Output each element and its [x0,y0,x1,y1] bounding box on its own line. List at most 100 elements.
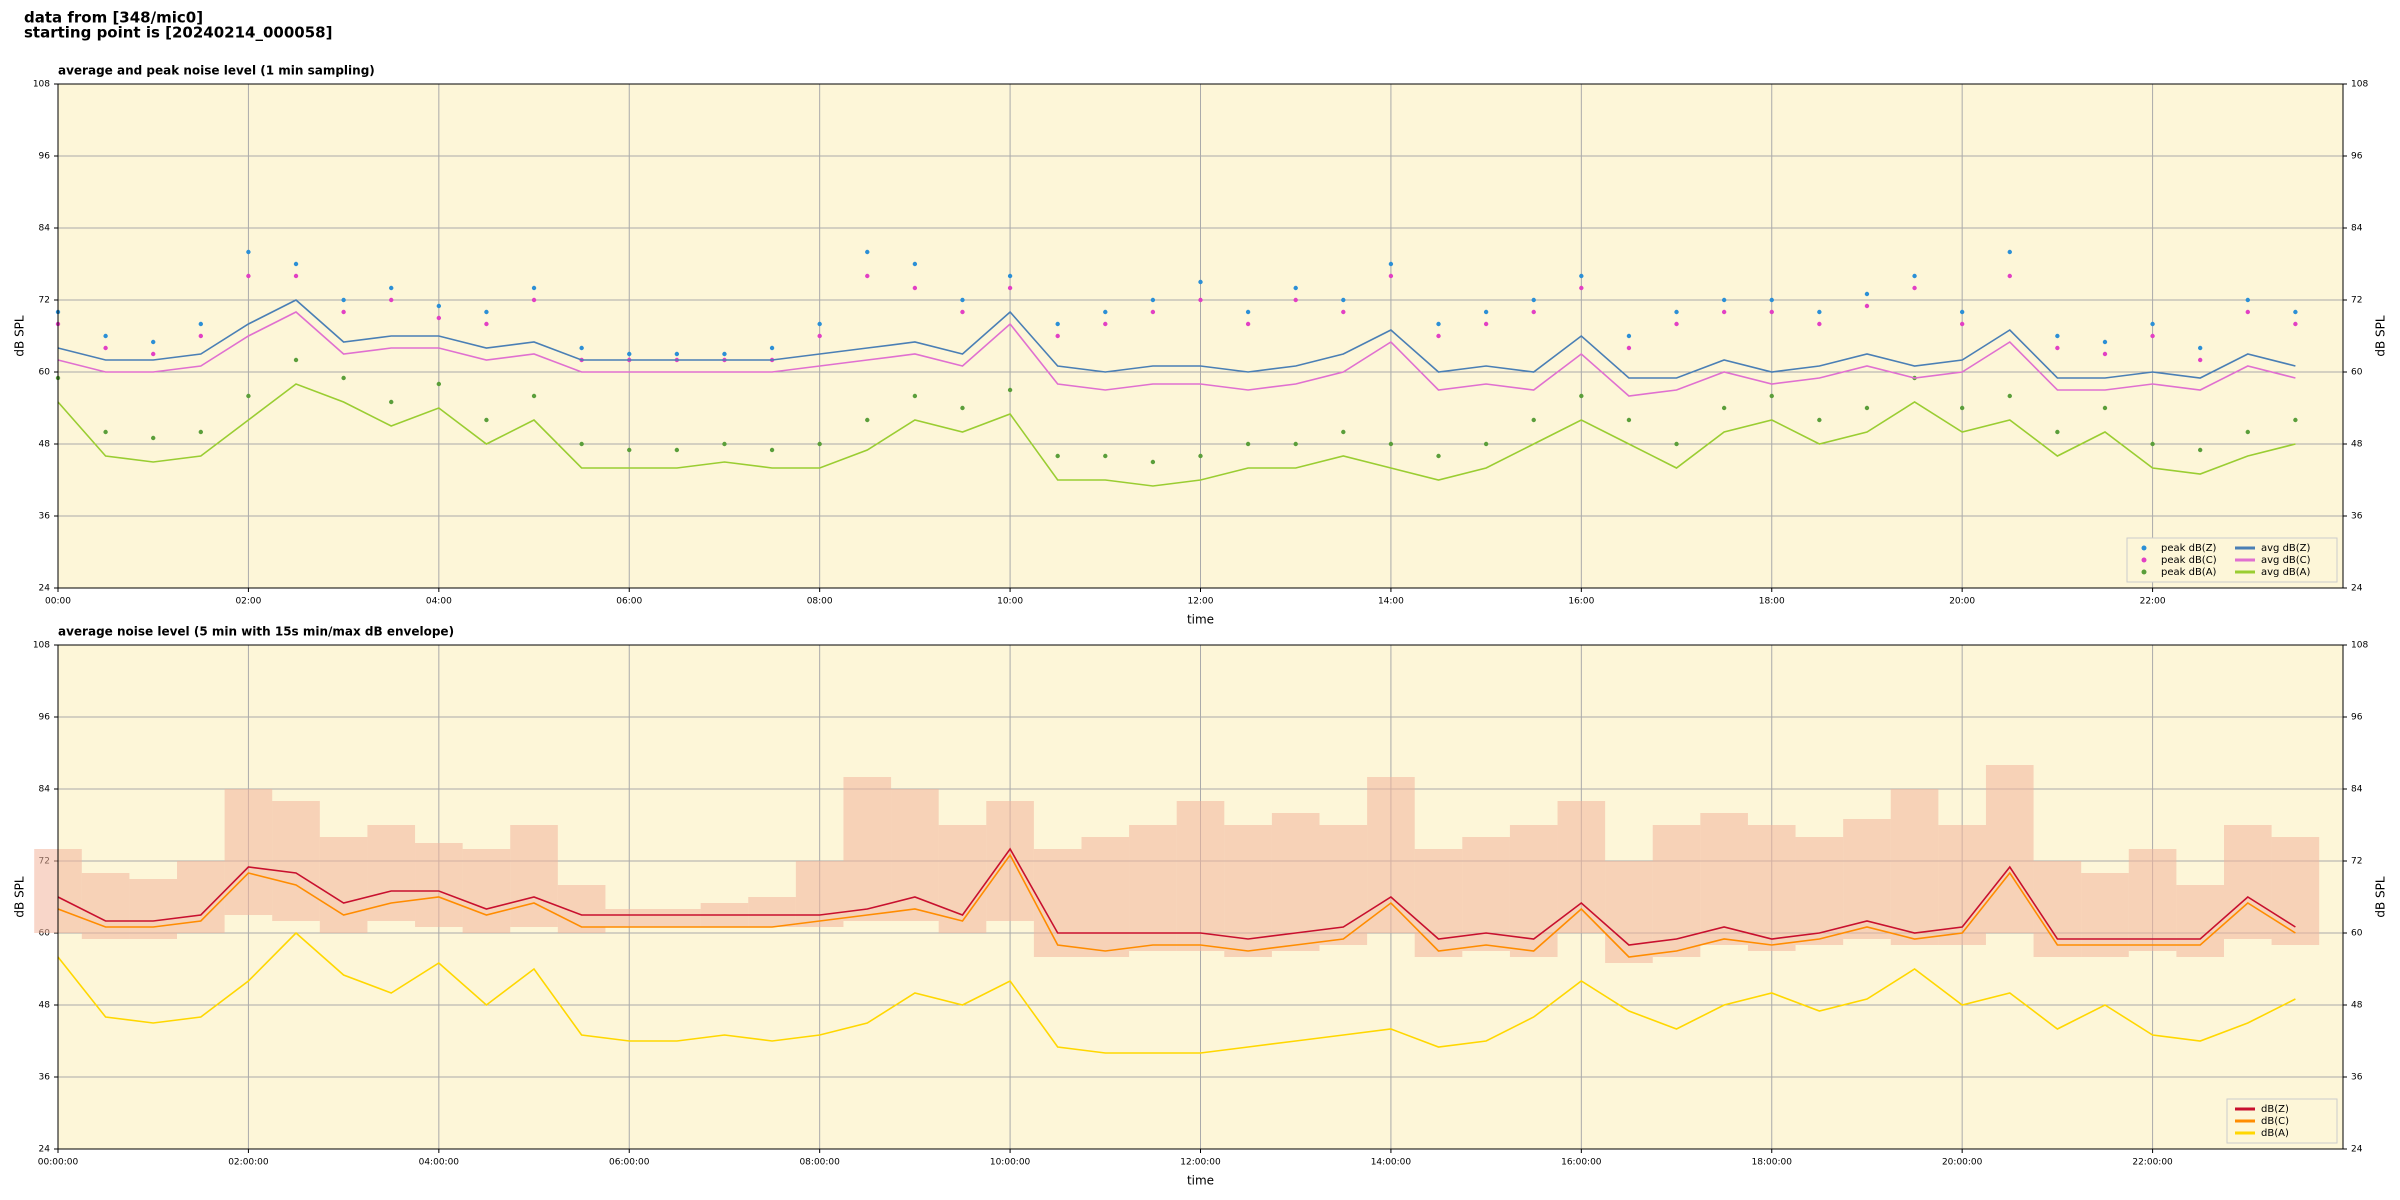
legend-label: avg dB(C) [2261,555,2311,566]
x-axis-label: time [1187,613,1214,627]
peak-point [2245,297,2250,303]
envelope-band [1176,801,1225,951]
plot-frame [57,644,2344,1150]
y-tick-label: 36 [39,1073,51,1083]
peak-point [389,297,394,303]
peak-point [1007,273,1013,279]
y-axis-label: dB SPL [13,315,27,357]
envelope-band [1985,765,2034,933]
envelope-band [129,879,178,939]
peak-point [531,393,537,399]
peak-point [246,249,251,255]
y-tick-label: 60 [39,368,51,378]
peak-point [1103,453,1108,459]
x-tick-label: 12:00 [1188,597,1214,607]
peak-point [817,441,822,447]
peak-point [198,321,204,327]
x-tick-label: 12:00:00 [1180,1158,1221,1168]
y-tick-label: 72 [2351,296,2362,306]
envelope-band [1129,825,1177,951]
peak-point [2197,345,2203,351]
legend-label: peak dB(A) [2161,567,2217,578]
peak-point [1245,441,1251,447]
peak-point [103,345,108,351]
envelope-band [1652,825,1701,957]
peak-point [1721,309,1727,315]
y-tick-label: 24 [2351,1145,2363,1155]
envelope-band [1747,825,1796,951]
peak-point [2150,441,2155,447]
peak-point [1293,297,1298,303]
envelope-band [367,825,416,921]
peak-point [769,447,775,453]
peak-point [1007,387,1013,393]
y-tick-label: 48 [2351,440,2363,450]
peak-point [674,351,680,357]
envelope-band [748,897,796,927]
peak-point [1483,309,1489,315]
peak-point [1293,285,1298,291]
envelope-band [2081,873,2129,957]
peak-point [627,447,632,453]
envelope-band [605,909,654,927]
peak-point [1959,321,1965,327]
peak-point [2102,405,2108,411]
envelope-band [1271,813,1320,951]
peak-point [484,417,489,423]
series-line [57,311,2296,397]
y-tick-label: 24 [39,584,51,594]
peak-point [2150,333,2155,339]
peak-point [2293,309,2298,315]
peak-point [341,375,346,381]
peak-point [2055,345,2060,351]
peak-point [2102,339,2108,345]
y-tick-label: 60 [2351,368,2363,378]
peak-point [1817,417,1822,423]
peak-point [1436,453,1441,459]
envelope-band [1033,849,1082,957]
peak-point [722,351,727,357]
x-tick-label: 22:00 [2140,597,2166,607]
peak-point [151,351,156,357]
envelope-band [2128,849,2177,951]
peak-point [1388,261,1394,267]
x-tick-label: 18:00 [1759,597,1785,607]
peak-point [389,399,394,405]
peak-point [674,447,680,453]
x-tick-label: 06:00:00 [609,1158,650,1168]
peak-point [1293,441,1298,447]
peak-point [1531,297,1536,303]
peak-point [1483,441,1489,447]
y-tick-label: 96 [2351,152,2363,162]
peak-point [2007,273,2012,279]
peak-point [912,393,918,399]
y-tick-label: 36 [2351,512,2363,522]
y-tick-label: 84 [39,224,51,234]
peak-point [912,285,918,291]
y-axis-label: dB SPL [2374,876,2388,918]
y-tick-label: 84 [2351,224,2363,234]
x-tick-label: 20:00 [1949,597,1975,607]
peak-point [293,261,299,267]
peak-point [579,441,584,447]
y-tick-label: 60 [39,929,51,939]
peak-point [2293,417,2298,423]
peak-point [1674,321,1679,327]
envelope-band [319,837,368,933]
peak-point [1674,441,1679,447]
x-tick-label: 08:00 [807,597,833,607]
envelope-band [1367,777,1415,933]
peak-point [2055,429,2060,435]
x-tick-label: 20:00:00 [1942,1158,1983,1168]
header-line: starting point is [20240214_000058] [24,24,332,42]
peak-point [1769,393,1774,399]
envelope-band [1700,813,1748,945]
peak-point [2150,321,2155,327]
y-tick-label: 108 [33,80,50,90]
peak-point [1626,417,1632,423]
peak-point [1198,279,1203,285]
envelope-band [1081,837,1130,957]
series-line [57,931,2296,1054]
envelope-band [1843,819,1891,939]
